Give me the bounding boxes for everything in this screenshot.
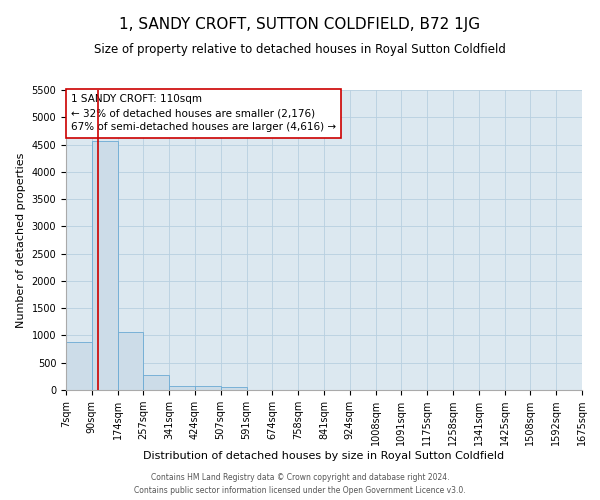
X-axis label: Distribution of detached houses by size in Royal Sutton Coldfield: Distribution of detached houses by size …: [143, 451, 505, 461]
Bar: [118, 332, 143, 390]
Text: Size of property relative to detached houses in Royal Sutton Coldfield: Size of property relative to detached ho…: [94, 42, 506, 56]
Bar: [143, 374, 169, 390]
Bar: [169, 386, 195, 390]
Text: 1, SANDY CROFT, SUTTON COLDFIELD, B72 1JG: 1, SANDY CROFT, SUTTON COLDFIELD, B72 1J…: [119, 18, 481, 32]
Bar: [195, 386, 221, 390]
Y-axis label: Number of detached properties: Number of detached properties: [16, 152, 26, 328]
Text: 1 SANDY CROFT: 110sqm
← 32% of detached houses are smaller (2,176)
67% of semi-d: 1 SANDY CROFT: 110sqm ← 32% of detached …: [71, 94, 336, 132]
Bar: [92, 142, 118, 390]
Text: Contains HM Land Registry data © Crown copyright and database right 2024.
Contai: Contains HM Land Registry data © Crown c…: [134, 473, 466, 495]
Bar: [221, 388, 247, 390]
Bar: [66, 342, 92, 390]
